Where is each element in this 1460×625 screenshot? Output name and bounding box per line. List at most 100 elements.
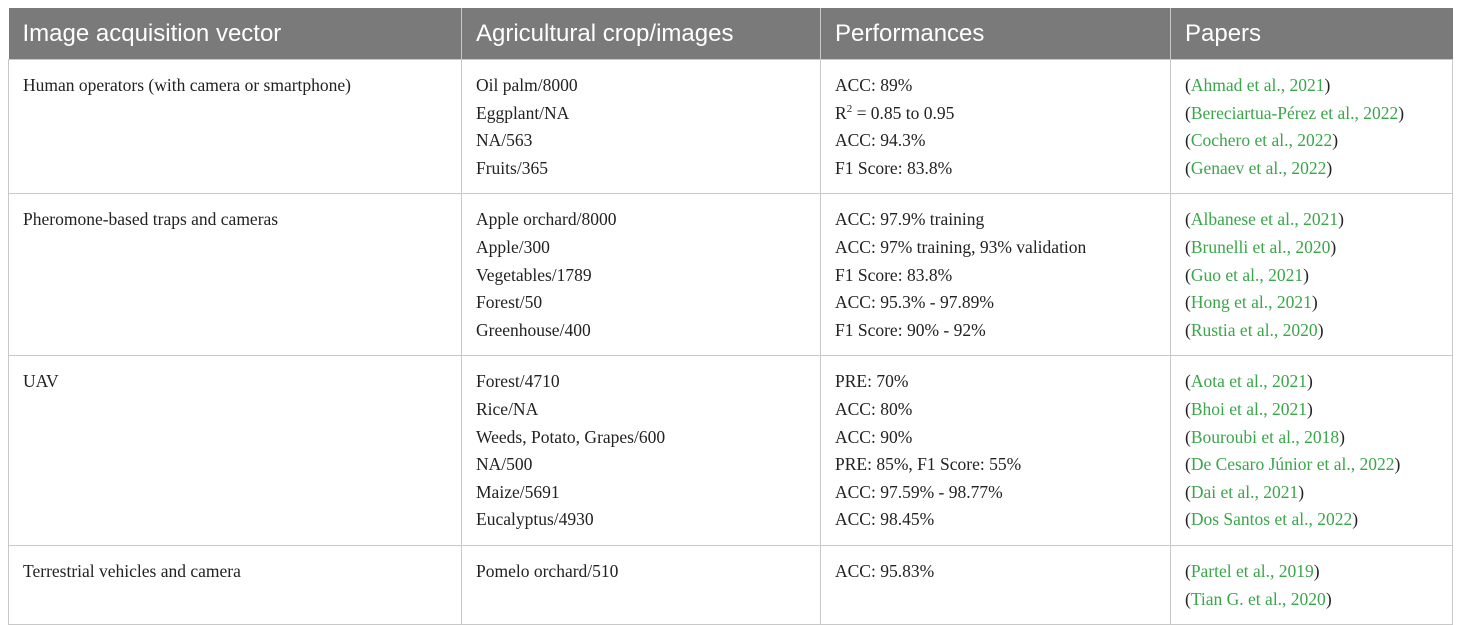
header-vector: Image acquisition vector [8, 8, 462, 60]
comparison-table: Image acquisition vector Agricultural cr… [8, 8, 1453, 625]
performance-item: ACC: 95.3% - 97.89% [835, 292, 994, 313]
citation[interactable]: (Brunelli et al., 2020) [1185, 236, 1337, 257]
header-performances: Performances [820, 8, 1171, 60]
table-row: UAV Forest/4710 Rice/NA Weeds, Potato, G… [8, 355, 1453, 546]
cell-performances: ACC: 97.9% training ACC: 97% training, 9… [820, 193, 1171, 357]
citation[interactable]: (Genaev et al., 2022) [1185, 157, 1333, 178]
citation-link[interactable]: Aota et al., 2021 [1190, 371, 1307, 392]
citation-link[interactable]: Rustia et al., 2020 [1190, 319, 1318, 340]
crop-item: Pomelo orchard/510 [476, 560, 619, 581]
citation[interactable]: (Aota et al., 2021) [1185, 371, 1313, 392]
performance-item: ACC: 95.83% [835, 560, 935, 581]
performance-item: ACC: 97.9% training [835, 209, 985, 230]
performance-item-r2: R2 = 0.85 to 0.95 [835, 100, 1164, 128]
cell-vector: Human operators (with camera or smartpho… [8, 58, 462, 195]
citation-link[interactable]: Hong et al., 2021 [1190, 292, 1312, 313]
cell-crops: Pomelo orchard/510 [461, 544, 821, 625]
cell-crops: Apple orchard/8000 Apple/300 Vegetables/… [461, 193, 821, 357]
citation[interactable]: (Cochero et al., 2022) [1185, 130, 1339, 151]
r-symbol: R [835, 102, 847, 123]
performance-item: ACC: 98.45% [835, 509, 935, 530]
citation[interactable]: (Ahmad et al., 2021) [1185, 75, 1331, 95]
table-header: Image acquisition vector Agricultural cr… [8, 8, 1453, 60]
r2-superscript: 2 [846, 102, 853, 115]
performance-item: F1 Score: 83.8% [835, 157, 953, 178]
crop-item: Apple/300 [476, 236, 550, 257]
citation[interactable]: (Dai et al., 2021) [1185, 481, 1305, 502]
header-crop: Agricultural crop/images [461, 8, 821, 60]
citation[interactable]: (Tian G. et al., 2020) [1185, 588, 1332, 609]
crop-item: Greenhouse/400 [476, 319, 591, 340]
citation[interactable]: (Albanese et al., 2021) [1185, 209, 1344, 230]
cell-performances: PRE: 70% ACC: 80% ACC: 90% PRE: 85%, F1 … [820, 355, 1171, 546]
citation-link[interactable]: Bouroubi et al., 2018 [1190, 426, 1340, 447]
performance-item: PRE: 70% [835, 371, 909, 392]
performance-item: ACC: 89% [835, 75, 913, 95]
cell-vector: UAV [8, 355, 462, 546]
crop-item: Eucalyptus/4930 [476, 509, 594, 530]
citation[interactable]: (Partel et al., 2019) [1185, 560, 1320, 581]
crop-item: Fruits/365 [476, 157, 548, 178]
citation[interactable]: (De Cesaro Júnior et al., 2022) [1185, 454, 1401, 475]
performance-item: ACC: 97% training, 93% validation [835, 236, 1087, 257]
vector-label: Terrestrial vehicles and camera [23, 560, 241, 581]
citation[interactable]: (Guo et al., 2021) [1185, 264, 1309, 285]
performance-item: F1 Score: 90% - 92% [835, 319, 986, 340]
citation-link[interactable]: De Cesaro Júnior et al., 2022 [1190, 454, 1395, 475]
cell-papers: (Ahmad et al., 2021) (Bereciartua-Pérez … [1170, 58, 1453, 195]
r2-value: = 0.85 to 0.95 [852, 102, 955, 123]
citation[interactable]: (Rustia et al., 2020) [1185, 319, 1324, 340]
citation-link[interactable]: Albanese et al., 2021 [1190, 209, 1339, 230]
cell-vector: Terrestrial vehicles and camera [8, 544, 462, 625]
crop-item: Rice/NA [476, 398, 539, 419]
citation-link[interactable]: Genaev et al., 2022 [1190, 157, 1327, 178]
performance-item: ACC: 97.59% - 98.77% [835, 481, 1003, 502]
citation[interactable]: (Bhoi et al., 2021) [1185, 398, 1313, 419]
crop-item: NA/563 [476, 130, 533, 151]
cell-crops: Oil palm/8000 Eggplant/NA NA/563 Fruits/… [461, 58, 821, 195]
citation-link[interactable]: Dos Santos et al., 2022 [1190, 509, 1353, 530]
citation-link[interactable]: Tian G. et al., 2020 [1190, 588, 1326, 609]
table-row: Human operators (with camera or smartpho… [8, 58, 1453, 195]
citation[interactable]: (Bouroubi et al., 2018) [1185, 426, 1345, 447]
crop-item: Maize/5691 [476, 481, 560, 502]
table-row: Pheromone-based traps and cameras Apple … [8, 193, 1453, 357]
crop-item: Forest/4710 [476, 371, 560, 392]
citation-link[interactable]: Cochero et al., 2022 [1190, 130, 1333, 151]
crop-item: Weeds, Potato, Grapes/600 [476, 426, 666, 447]
citation-link[interactable]: Ahmad et al., 2021 [1190, 75, 1325, 95]
header-papers: Papers [1170, 8, 1453, 60]
cell-performances: ACC: 89% R2 = 0.85 to 0.95 ACC: 94.3% F1… [820, 58, 1171, 195]
cell-papers: (Aota et al., 2021) (Bhoi et al., 2021) … [1170, 355, 1453, 546]
crop-item: NA/500 [476, 454, 533, 475]
performance-item: ACC: 80% [835, 398, 913, 419]
cell-performances: ACC: 95.83% [820, 544, 1171, 625]
crop-item: Forest/50 [476, 292, 543, 313]
citation-link[interactable]: Bereciartua-Pérez et al., 2022 [1190, 102, 1399, 123]
table-row: Terrestrial vehicles and camera Pomelo o… [8, 544, 1453, 625]
cell-papers: (Partel et al., 2019) (Tian G. et al., 2… [1170, 544, 1453, 625]
citation[interactable]: (Dos Santos et al., 2022) [1185, 509, 1359, 530]
crop-item: Oil palm/8000 [476, 75, 578, 95]
cell-papers: (Albanese et al., 2021) (Brunelli et al.… [1170, 193, 1453, 357]
performance-item: ACC: 90% [835, 426, 913, 447]
cell-vector: Pheromone-based traps and cameras [8, 193, 462, 357]
citation-link[interactable]: Partel et al., 2019 [1190, 560, 1314, 581]
citation[interactable]: (Hong et al., 2021) [1185, 292, 1318, 313]
vector-label: Human operators (with camera or smartpho… [23, 75, 352, 95]
performance-item: PRE: 85%, F1 Score: 55% [835, 454, 1022, 475]
citation-link[interactable]: Dai et al., 2021 [1190, 481, 1299, 502]
citation-link[interactable]: Bhoi et al., 2021 [1190, 398, 1307, 419]
citation-link[interactable]: Guo et al., 2021 [1190, 264, 1304, 285]
table-body: Human operators (with camera or smartpho… [8, 58, 1453, 625]
citation[interactable]: (Bereciartua-Pérez et al., 2022) [1185, 102, 1405, 123]
citation-link[interactable]: Brunelli et al., 2020 [1190, 236, 1331, 257]
crop-item: Apple orchard/8000 [476, 209, 617, 230]
crop-item: Vegetables/1789 [476, 264, 592, 285]
crop-item: Eggplant/NA [476, 102, 570, 123]
vector-label: UAV [23, 371, 59, 392]
performance-item: F1 Score: 83.8% [835, 264, 953, 285]
vector-label: Pheromone-based traps and cameras [23, 209, 279, 230]
performance-item: ACC: 94.3% [835, 130, 926, 151]
cell-crops: Forest/4710 Rice/NA Weeds, Potato, Grape… [461, 355, 821, 546]
